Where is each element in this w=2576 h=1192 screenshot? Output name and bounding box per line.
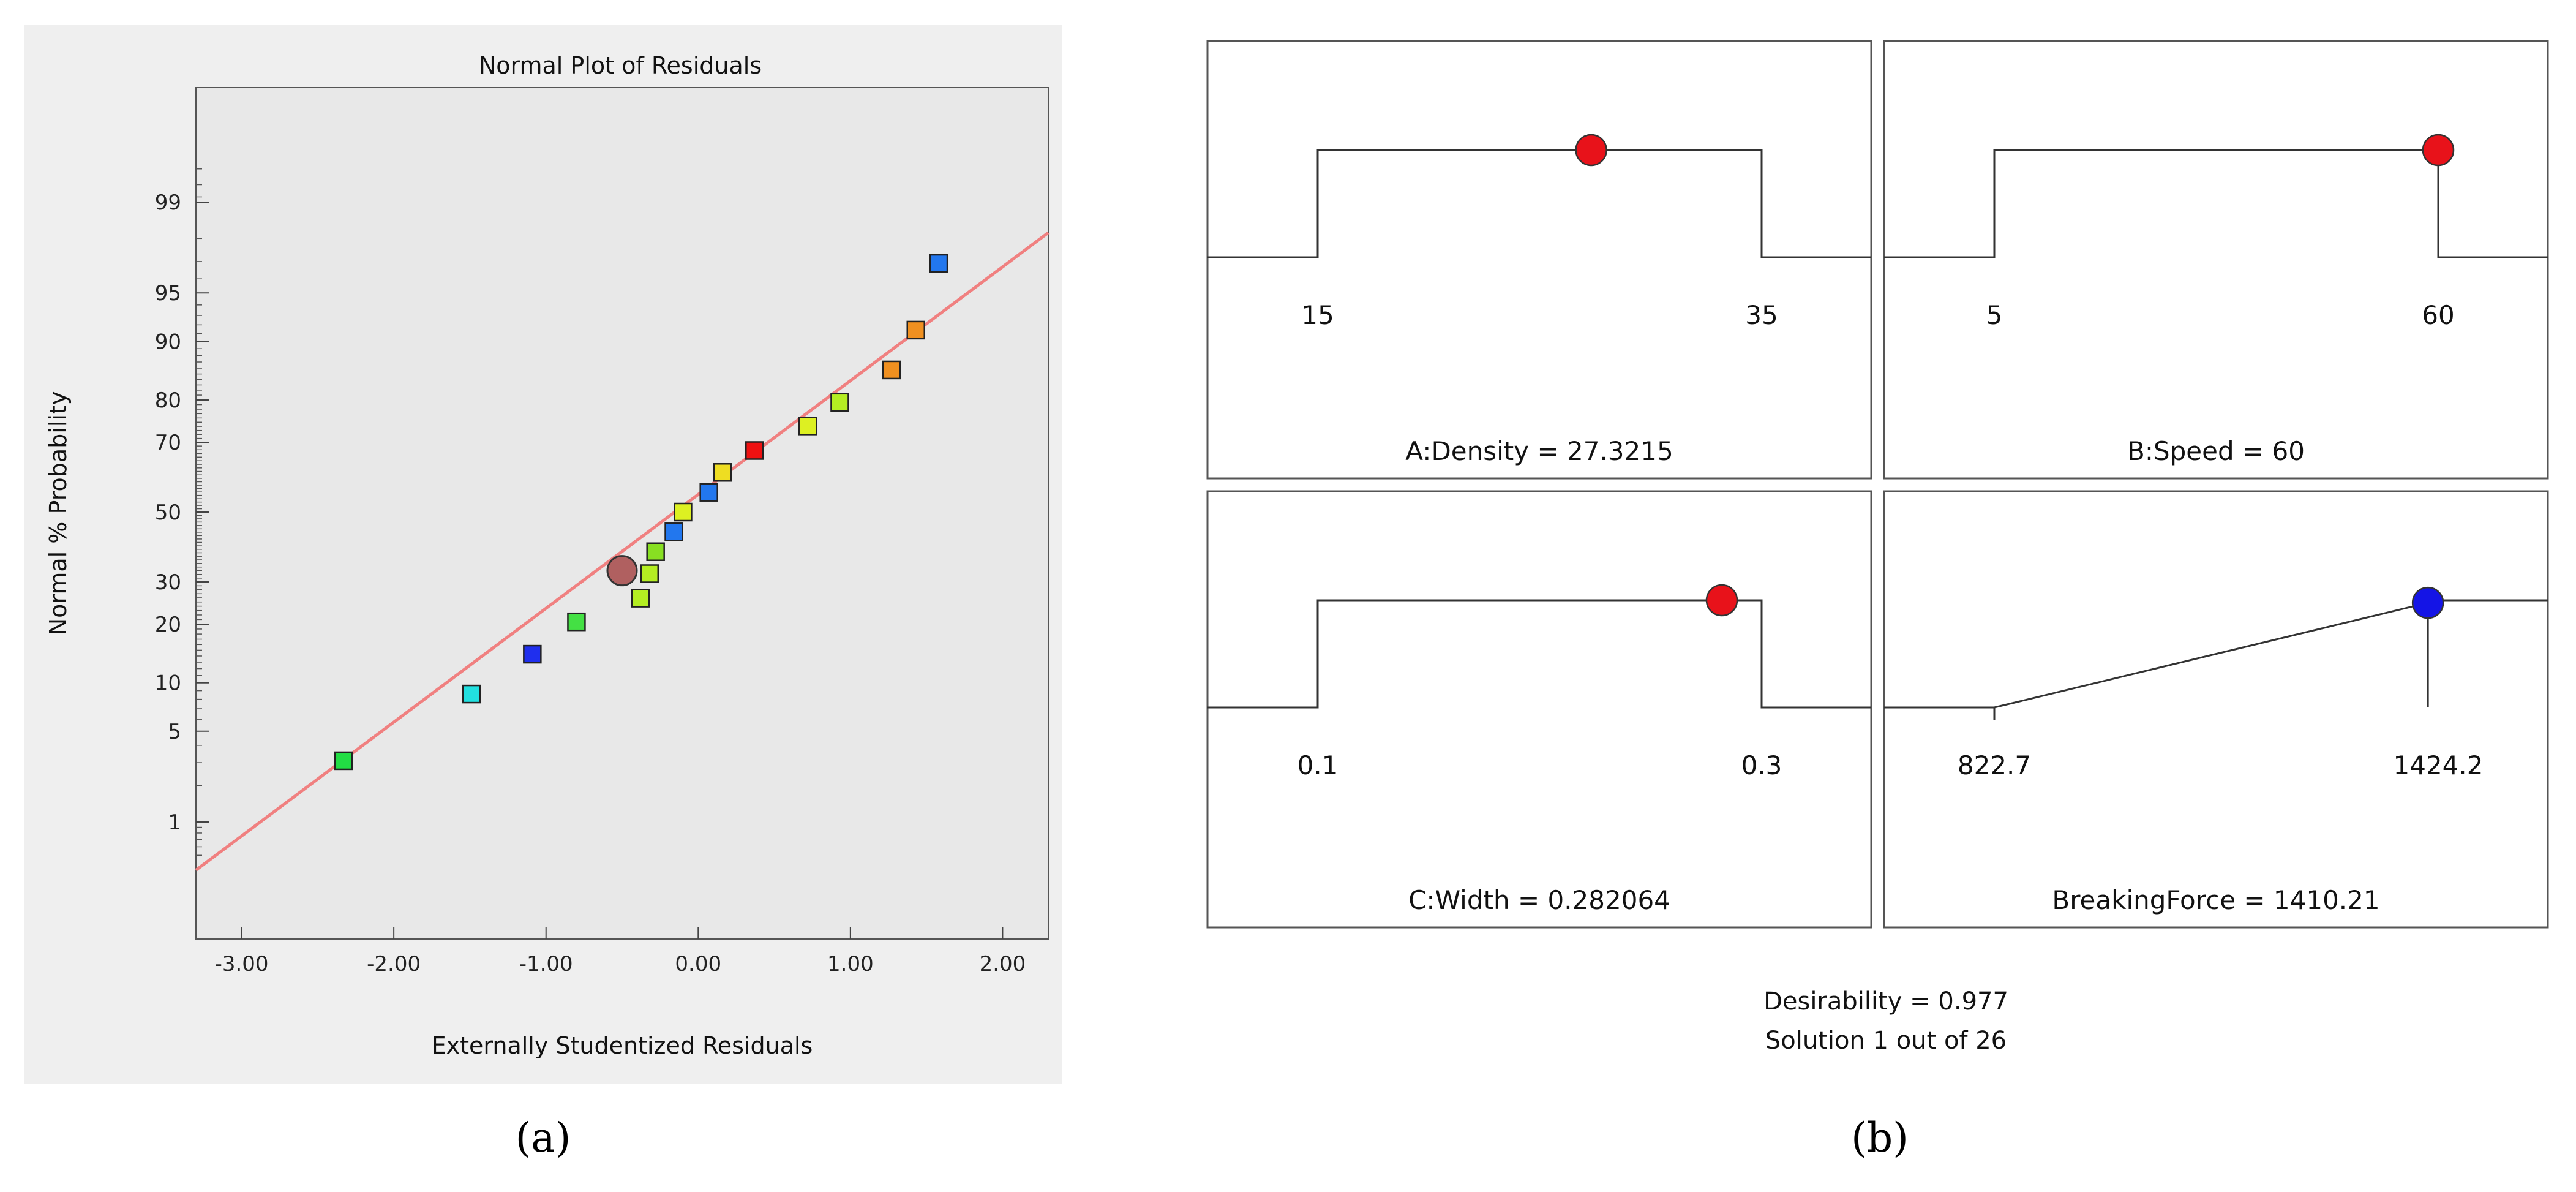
- desirability-ramp: [1884, 149, 2548, 258]
- y-axis-label: Normal % Probability: [45, 391, 72, 636]
- residual-point: [674, 502, 693, 522]
- ramp-panel: 15 35 A:Density = 27.3215: [1206, 40, 1872, 480]
- y-tick-label: 90: [155, 330, 181, 354]
- low-limit-label: 5: [1986, 300, 2003, 330]
- residual-points: [334, 254, 948, 771]
- y-tick-label: 1: [168, 810, 181, 835]
- factor-value-label: C:Width = 0.282064: [1408, 885, 1670, 915]
- y-tick-label: 10: [155, 671, 181, 696]
- residual-point: [664, 522, 683, 541]
- x-axis-label: Externally Studentized Residuals: [432, 1032, 813, 1059]
- residual-point: [929, 254, 948, 273]
- y-tick-label: 70: [155, 431, 181, 455]
- x-tick-label: 0.00: [675, 952, 721, 976]
- residual-point: [631, 589, 650, 608]
- residual-point: [523, 644, 542, 664]
- residual-point: [906, 320, 925, 340]
- factor-value-label: B:Speed = 60: [2127, 436, 2305, 466]
- desirability-ramp: [1884, 599, 2548, 709]
- residual-point: [745, 441, 764, 460]
- residual-point: [882, 360, 901, 380]
- high-limit-label: 35: [1745, 300, 1778, 330]
- normal-plot-panel: Normal Plot of Residuals -3.00 -2.00 -1.00…: [24, 25, 1062, 1084]
- residual-point: [699, 483, 718, 502]
- high-limit-label: 0.3: [1741, 750, 1782, 780]
- response-marker: [2411, 586, 2444, 619]
- panel-caption-b: (b): [1851, 1114, 1909, 1161]
- desirability-ramps-panel: 15 35 A:Density = 27.3215 5 60 B:Speed = 60 0.…: [1206, 40, 2549, 929]
- low-limit-label: 822.7: [1958, 750, 2031, 780]
- factor-marker: [1575, 134, 1607, 167]
- y-tick-label: 99: [155, 190, 181, 215]
- low-limit-label: 0.1: [1297, 750, 1339, 780]
- y-tick-label: 80: [155, 388, 181, 413]
- ramp-panel: 0.1 0.3 C:Width = 0.282064: [1206, 490, 1872, 929]
- normal-plot-title: Normal Plot of Residuals: [479, 52, 762, 79]
- x-tick-label: 1.00: [827, 952, 874, 976]
- low-limit-label: 15: [1301, 300, 1334, 330]
- desirability-ramp: [1207, 149, 1871, 258]
- ramp-panel: 5 60 B:Speed = 60: [1883, 40, 2549, 480]
- high-limit-label: 1424.2: [2394, 750, 2484, 780]
- x-tick-label: -1.00: [519, 952, 573, 976]
- x-tick-label: 2.00: [980, 952, 1026, 976]
- normal-plot-area: [195, 87, 1049, 940]
- residual-point: [567, 612, 586, 632]
- ramp-frame: [1206, 40, 1872, 480]
- factor-value-label: A:Density = 27.3215: [1405, 436, 1673, 466]
- solution-number: Solution 1 out of 26: [1765, 1027, 2007, 1055]
- y-tick-label: 5: [168, 720, 181, 744]
- y-tick-label: 30: [155, 570, 181, 595]
- factor-marker: [1705, 584, 1738, 617]
- residual-point: [713, 463, 732, 482]
- y-tick-label: 20: [155, 613, 181, 637]
- selected-point: [606, 555, 638, 587]
- ramp-frame: [1883, 490, 2549, 929]
- high-limit-label: 60: [2422, 300, 2454, 330]
- ramp-frame: [1883, 40, 2549, 480]
- residual-point: [830, 393, 849, 412]
- x-axis-ticks: -3.00 -2.00 -1.00 0.00 1.00 2.00: [215, 927, 1026, 976]
- ramp-panel: 822.7 1424.2 BreakingForce = 1410.21: [1883, 490, 2549, 929]
- y-tick-label: 95: [155, 281, 181, 306]
- desirability-value: Desirability = 0.977: [1763, 987, 2008, 1016]
- residual-point: [646, 542, 665, 561]
- desirability-ramp: [1207, 599, 1871, 709]
- residual-point: [798, 417, 817, 436]
- y-axis-ticks: 1 5 10 20 30 50 70 80 90 95 99: [155, 190, 209, 835]
- y-tick-label: 50: [155, 500, 181, 525]
- residual-point: [640, 564, 659, 583]
- factor-value-label: BreakingForce = 1410.21: [2052, 885, 2379, 915]
- x-tick-label: -3.00: [215, 952, 269, 976]
- panel-caption-a: (a): [516, 1114, 571, 1161]
- ramp-frame: [1206, 490, 1872, 929]
- factor-marker: [2422, 134, 2455, 167]
- residual-point: [334, 751, 353, 771]
- x-tick-label: -2.00: [367, 952, 421, 976]
- residual-point: [462, 684, 481, 704]
